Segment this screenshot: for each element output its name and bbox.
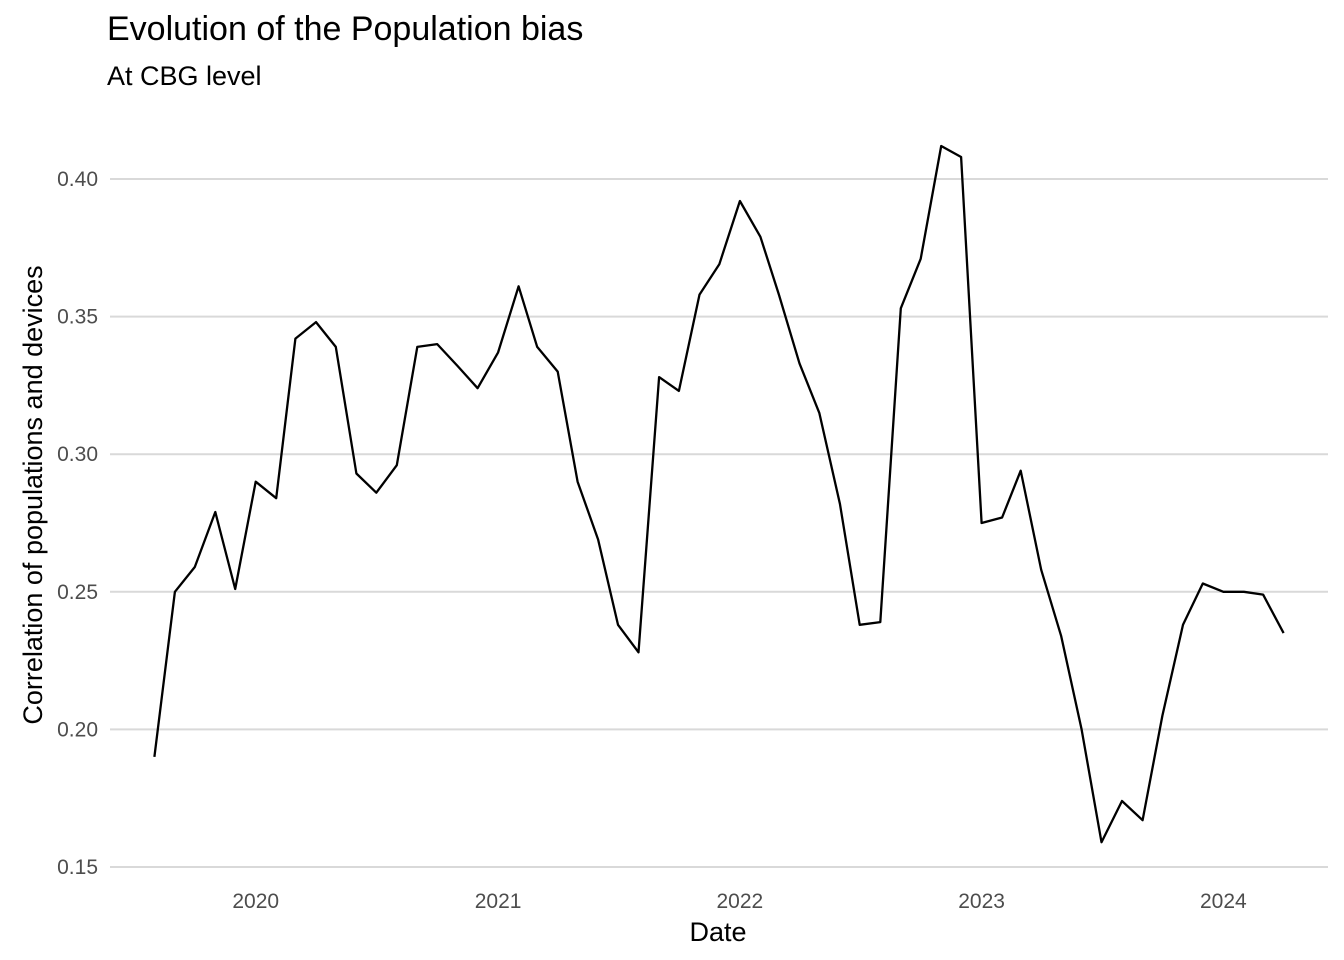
x-axis: 2020 2021 2022 2023 2024 <box>232 890 1247 913</box>
chart-title: Evolution of the Population bias <box>107 10 584 48</box>
y-tick-label: 0.40 <box>57 168 98 191</box>
x-tick-label: 2022 <box>717 890 764 913</box>
grid-lines <box>110 178 1328 868</box>
y-axis: 0.15 0.20 0.25 0.30 0.35 0.40 <box>57 168 98 879</box>
x-tick-label: 2021 <box>475 890 522 913</box>
series-lines <box>153 144 1285 844</box>
series-line <box>153 144 1285 844</box>
x-tick-label: 2024 <box>1200 890 1247 913</box>
chart-subtitle: At CBG level <box>107 61 262 91</box>
y-tick-label: 0.35 <box>57 306 98 329</box>
y-tick-label: 0.20 <box>57 718 98 741</box>
y-tick-label: 0.15 <box>57 856 98 879</box>
y-axis-title: Correlation of populations and devices <box>18 265 48 724</box>
y-tick-label: 0.25 <box>57 581 98 604</box>
x-axis-title: Date <box>689 917 746 947</box>
x-tick-label: 2020 <box>232 890 279 913</box>
x-tick-label: 2023 <box>958 890 1005 913</box>
y-tick-label: 0.30 <box>57 443 98 466</box>
